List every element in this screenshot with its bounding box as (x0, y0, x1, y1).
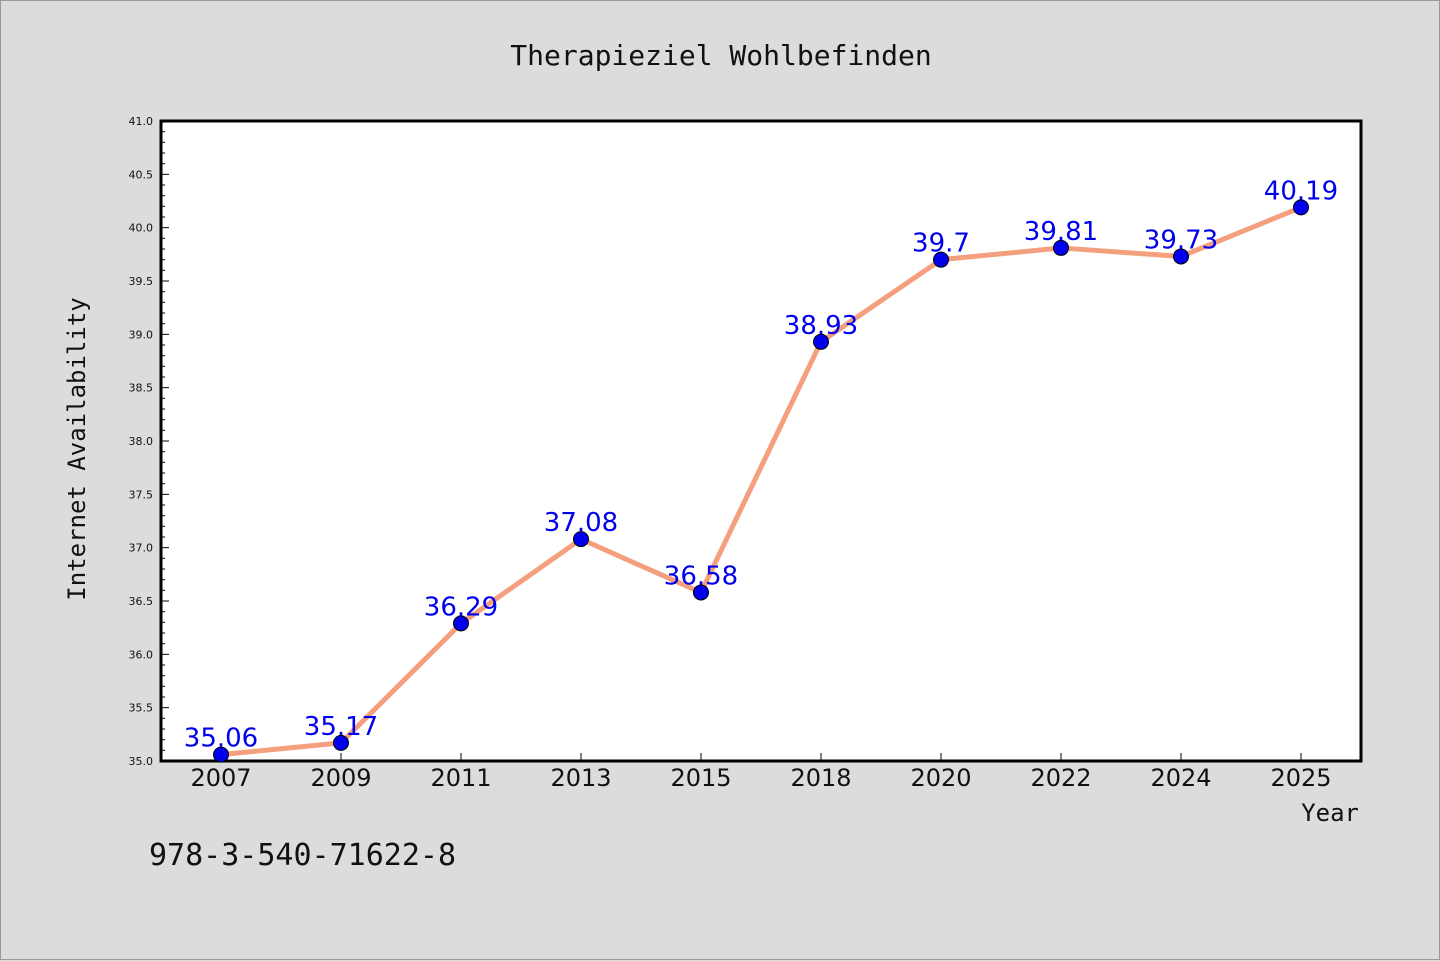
x-tick-label: 2015 (670, 764, 731, 792)
x-tick-label: 2025 (1270, 764, 1331, 792)
y-tick-label: 38.5 (129, 382, 154, 395)
x-axis: 2007 2009 2011 2013 2015 2018 2020 2022 2024 2025 (190, 753, 1332, 792)
y-tick-label: 41.0 (129, 115, 154, 128)
data-point (453, 615, 469, 632)
data-label: 40.19 (1264, 176, 1338, 206)
data-point (933, 251, 949, 268)
data-label: 36.29 (424, 592, 498, 622)
x-tick-label: 2018 (790, 764, 851, 792)
data-point (333, 734, 349, 751)
data-point (573, 531, 589, 548)
series-line-group (213, 199, 1309, 763)
data-label: 37.08 (544, 508, 618, 538)
y-tick-label: 39.5 (129, 275, 154, 288)
y-tick-label: 38.0 (129, 435, 154, 448)
data-label: 35.06 (184, 724, 258, 754)
chart-title: Therapieziel Wohlbefinden (510, 39, 931, 72)
footer-isbn: 978-3-540-71622-8 (149, 838, 456, 873)
y-tick-label: 40.0 (129, 222, 154, 235)
x-tick-label: 2011 (430, 764, 491, 792)
x-axis-label: Year (1301, 799, 1359, 827)
data-label: 38.93 (784, 311, 858, 341)
data-label: 36.58 (664, 561, 738, 591)
data-label: 39.81 (1024, 217, 1098, 247)
x-tick-label: 2024 (1150, 764, 1211, 792)
data-point (1293, 199, 1309, 216)
x-tick-label: 2022 (1030, 764, 1091, 792)
data-point (813, 333, 829, 350)
data-label: 35.17 (304, 712, 378, 742)
x-tick-label: 2007 (190, 764, 251, 792)
y-tick-label: 39.0 (129, 328, 154, 341)
y-axis-label: Internet Availability (63, 297, 91, 600)
data-point (213, 746, 229, 763)
y-tick-label: 40.5 (129, 168, 154, 181)
y-tick-label: 36.5 (129, 595, 154, 608)
data-point (693, 584, 709, 601)
y-tick-label: 37.0 (129, 542, 154, 555)
x-tick-label: 2020 (910, 764, 971, 792)
y-tick-label: 37.5 (129, 488, 154, 501)
series-line (218, 204, 1304, 758)
y-tick-label: 36.0 (129, 648, 154, 661)
data-label: 39.73 (1144, 225, 1218, 255)
y-axis: 35.0 35.5 36.0 36.5 37.0 37.5 38.0 38.5 39.0 39.5… (129, 115, 169, 768)
plot-area (159, 119, 1363, 763)
y-tick-label: 35.5 (129, 702, 154, 715)
y-tick-label: 35.0 (129, 755, 154, 768)
x-tick-label: 2013 (550, 764, 611, 792)
data-point (1173, 248, 1189, 265)
data-label-group: 35.06 35.17 36.29 37.08 36.58 38.93 39.7 39.81 3… (184, 176, 1338, 753)
data-label: 39.7 (912, 229, 970, 259)
data-point (1053, 239, 1069, 256)
x-tick-label: 2009 (310, 764, 371, 792)
